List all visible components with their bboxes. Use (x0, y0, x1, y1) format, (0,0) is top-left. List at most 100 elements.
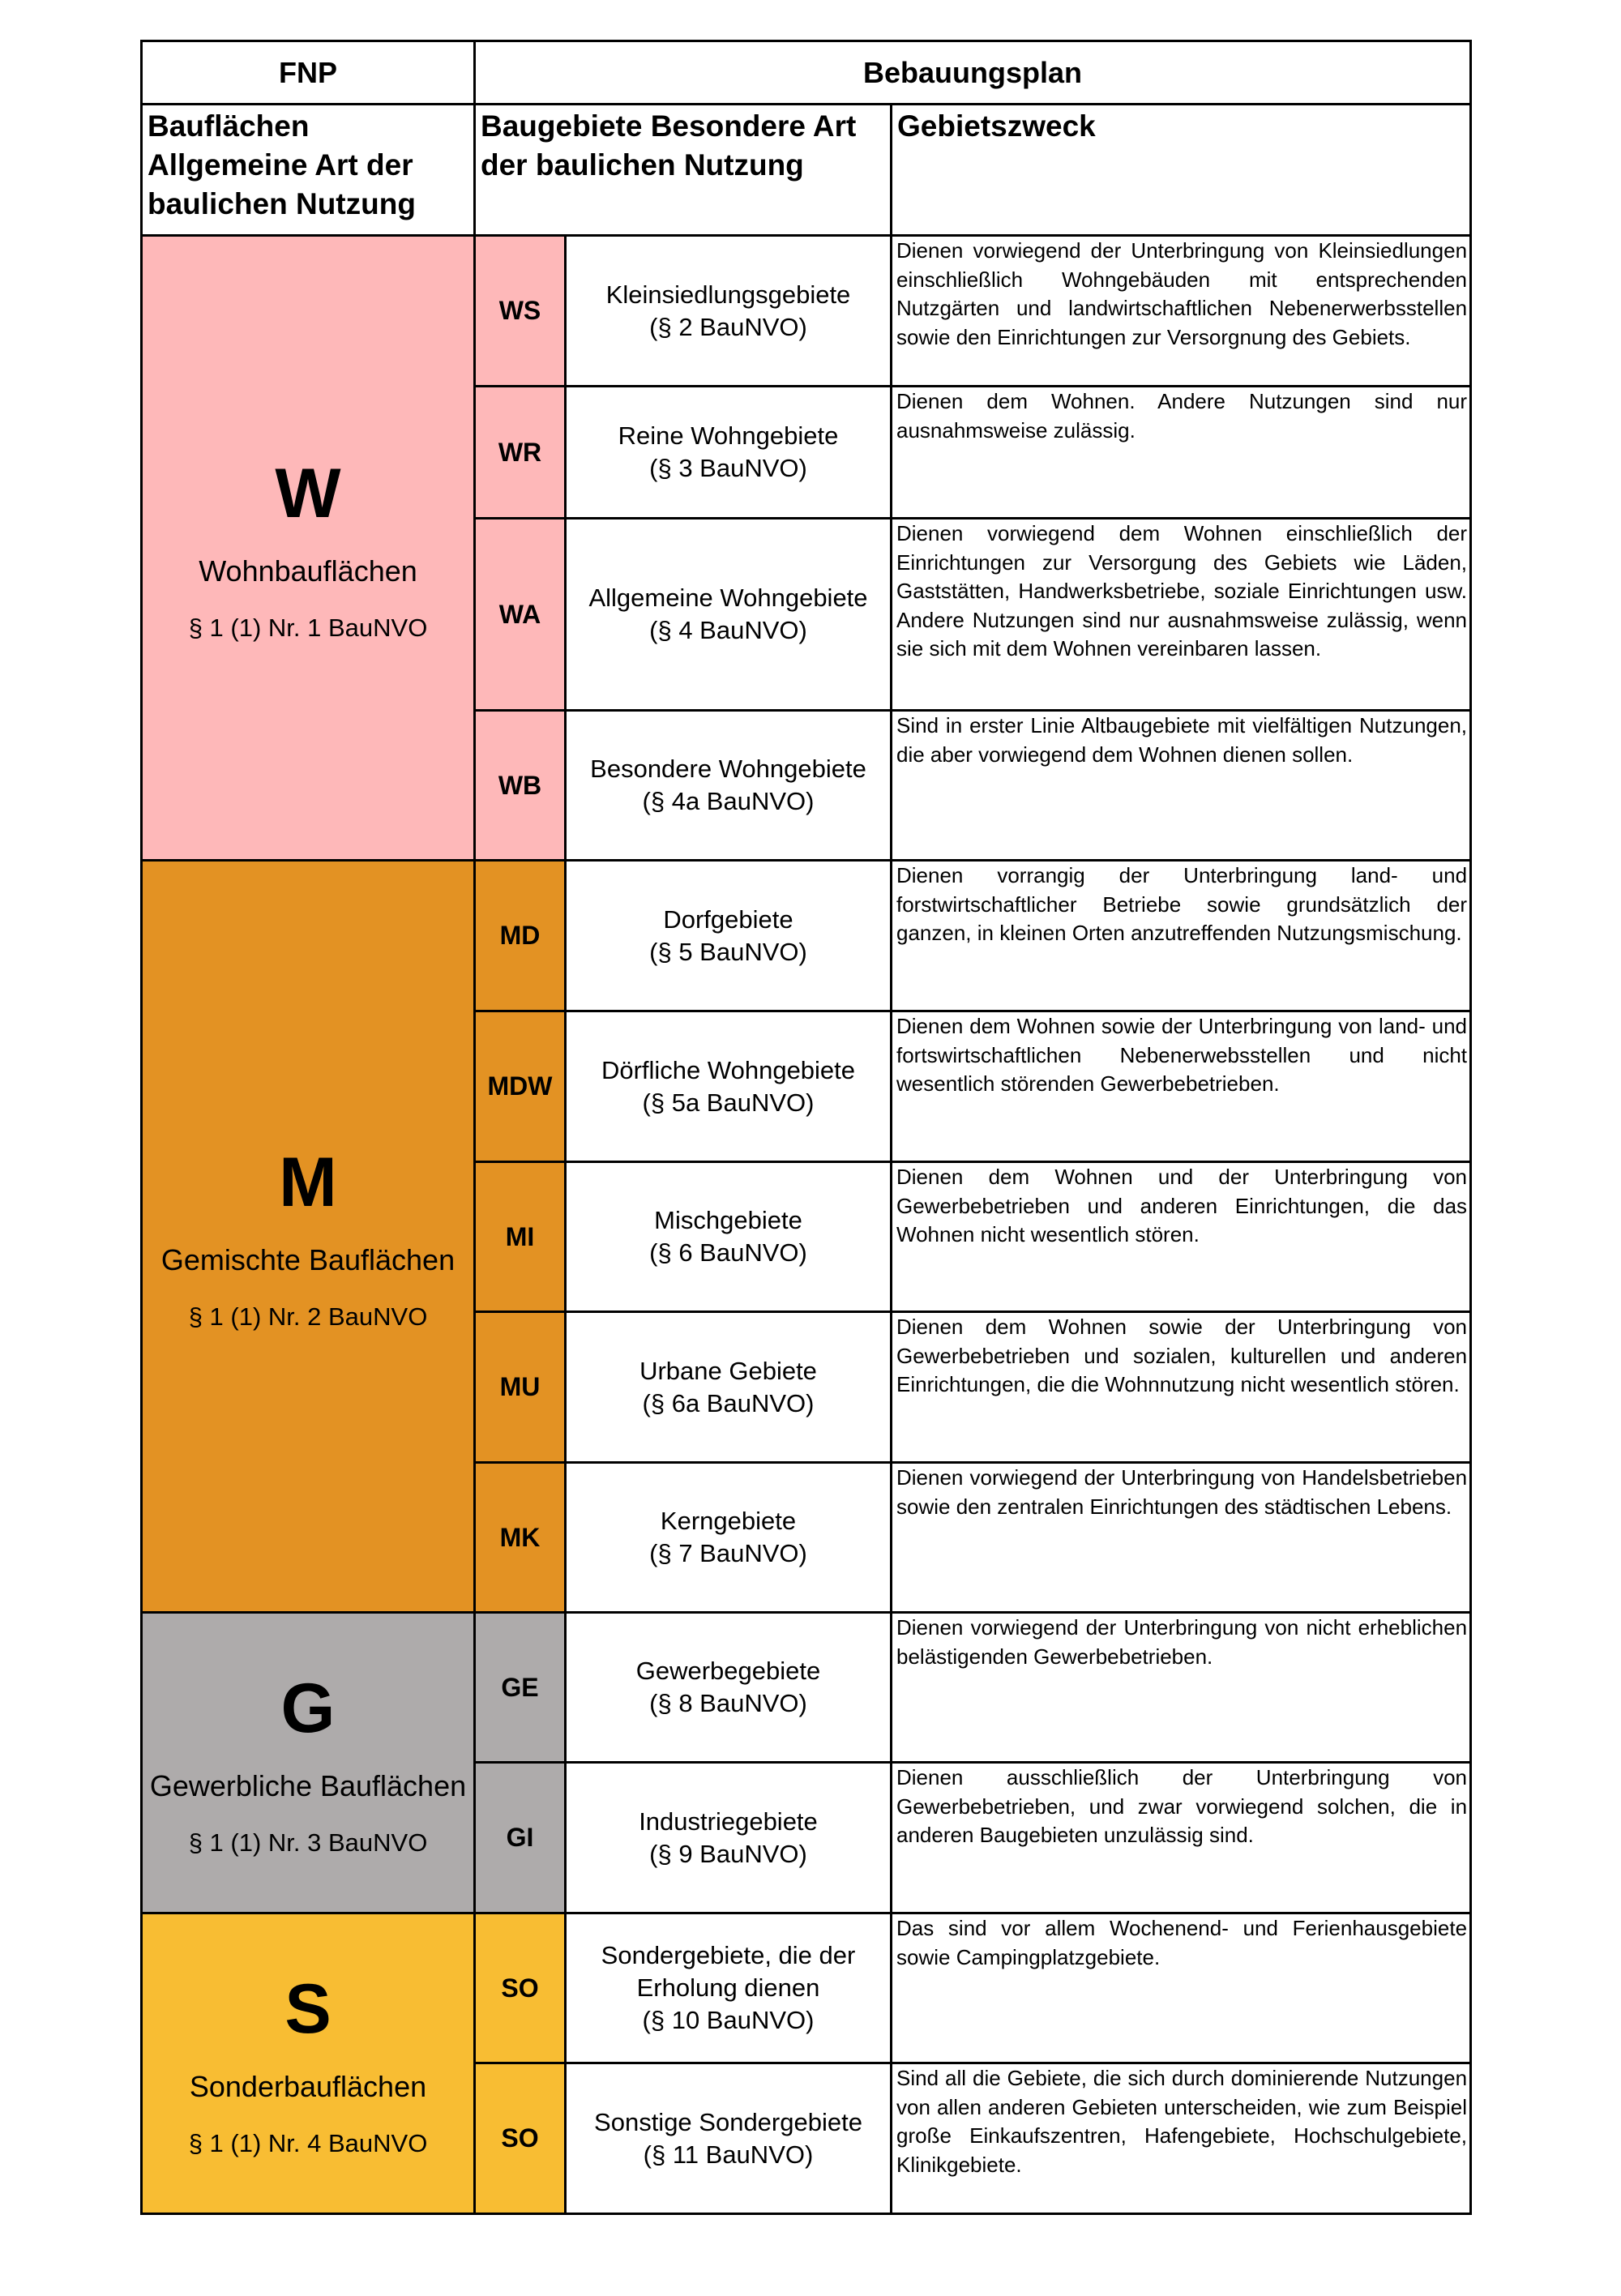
header-fnp: FNP (140, 40, 476, 105)
baugebiet-code: WB (473, 709, 567, 862)
gebietszweck-text: Dienen vorwiegend der Unterbringung von … (889, 1461, 1473, 1614)
gebietszweck-text: Dienen vorrangig der Unterbringung land-… (889, 859, 1473, 1012)
bauflaeche-name: Wohnbauflächen (199, 554, 417, 588)
subheader-baugebiete: Baugebiete Besondere Art der baulichen N… (473, 103, 892, 237)
subheader-bauflaechen: Bauflächen Allgemeine Art der baulichen … (140, 103, 476, 237)
gebietszweck-text: Dienen vorwiegend dem Wohnen einschließl… (889, 517, 1473, 712)
header-bebauungsplan: Bebauungsplan (473, 40, 1473, 105)
baugebiet-ref: (§ 7 BauNVO) (649, 1539, 807, 1567)
baugebiet-name-cell: Sondergebiete, die der Erholung dienen (§… (564, 1912, 892, 2064)
bauflaeche-cell-m: M Gemischte Bauflächen § 1 (1) Nr. 2 BauNV… (140, 859, 476, 1614)
table-row: SO Sonstige Sondergebiete (§ 11 BauNVO) Sin… (142, 2062, 1473, 2215)
baugebiet-name-cell: Reine Wohngebiete (§ 3 BauNVO) (564, 385, 892, 519)
baunutzung-table: FNP Bebauungsplan Bauflächen Allgemeine … (140, 40, 1473, 2215)
baugebiet-name: Urbane Gebiete (639, 1356, 817, 1385)
gebietszweck-text: Sind in erster Linie Altbaugebiete mit v… (889, 709, 1473, 862)
baugebiet-name-cell: Allgemeine Wohngebiete (§ 4 BauNVO) (564, 517, 892, 712)
baugebiet-name: Mischgebiete (654, 1206, 802, 1234)
baugebiet-name-cell: Mischgebiete (§ 6 BauNVO) (564, 1161, 892, 1313)
baugebiet-ref: (§ 4 BauNVO) (649, 616, 807, 644)
table-row: MK Kerngebiete (§ 7 BauNVO) Dienen vorwiege… (142, 1461, 1473, 1614)
table-row: MI Mischgebiete (§ 6 BauNVO) Dienen dem Woh… (142, 1161, 1473, 1313)
subheader-row: Bauflächen Allgemeine Art der baulichen … (140, 103, 1473, 237)
gebietszweck-text: Das sind vor allem Wochenend- und Ferien… (889, 1912, 1473, 2064)
baugebiet-code: GE (473, 1611, 567, 1764)
bauflaeche-name: Gemischte Bauflächen (160, 1242, 456, 1276)
bauflaeche-ref: § 1 (1) Nr. 3 BauNVO (188, 1828, 428, 1857)
table-row: M Gemischte Bauflächen § 1 (1) Nr. 2 BauNV… (140, 859, 1473, 1614)
baugebiet-name-cell: Kerngebiete (§ 7 BauNVO) (564, 1461, 892, 1614)
table-row: G Gewerbliche Bauflächen § 1 (1) Nr. 3 Bau… (140, 1611, 1473, 1914)
bauflaeche-letter: W (275, 455, 341, 532)
bauflaeche-letter: S (284, 1970, 331, 2048)
baugebiet-name: Kleinsiedlungsgebiete (605, 280, 851, 309)
baugebiet-code: GI (473, 1761, 567, 1914)
gebietszweck-text: Dienen dem Wohnen. Andere Nutzungen sind… (889, 385, 1473, 519)
gebietszweck-text: Sind all die Gebiete, die sich durch dom… (889, 2062, 1473, 2215)
baugebiet-name-cell: Kleinsiedlungsgebiete (§ 2 BauNVO) (564, 234, 892, 387)
table-row: WA Allgemeine Wohngebiete (§ 4 BauNVO) Dien… (142, 517, 1473, 712)
bauflaeche-ref: § 1 (1) Nr. 1 BauNVO (188, 614, 428, 642)
gebietszweck-text: Dienen vorwiegend der Unterbringung von … (889, 234, 1473, 387)
baugebiet-code: SO (473, 1912, 567, 2064)
bauflaeche-letter: M (279, 1143, 337, 1221)
table-row: W Wohnbauflächen § 1 (1) Nr. 1 BauNVO WS Kle… (140, 234, 1473, 862)
baugebiet-name-cell: Besondere Wohngebiete (§ 4a BauNVO) (564, 709, 892, 862)
baugebiet-code: WR (473, 385, 567, 519)
gebietszweck-text: Dienen dem Wohnen sowie der Unterbringun… (889, 1310, 1473, 1464)
gebietszweck-text: Dienen ausschließlich der Unterbringung … (889, 1761, 1473, 1914)
baugebiet-name-cell: Industriegebiete (§ 9 BauNVO) (564, 1761, 892, 1914)
baugebiet-name: Gewerbegebiete (635, 1657, 821, 1685)
table-row: GI Industriegebiete (§ 9 BauNVO) Dienen aus… (142, 1761, 1473, 1914)
baugebiet-ref: (§ 11 BauNVO) (643, 2140, 814, 2169)
baugebiet-ref: (§ 6a BauNVO) (642, 1388, 815, 1417)
baugebiet-name: Industriegebiete (639, 1806, 818, 1836)
gebietszweck-text: Dienen vorwiegend der Unterbringung von … (889, 1611, 1473, 1764)
bauflaeche-letter: G (280, 1670, 336, 1747)
baugebiet-name: Dörfliche Wohngebiete (601, 1055, 856, 1084)
bauflaeche-cell-s: S Sonderbauflächen § 1 (1) Nr. 4 BauNVO (140, 1912, 476, 2215)
baugebiet-name-cell: Dörfliche Wohngebiete (§ 5a BauNVO) (564, 1010, 892, 1163)
bauflaeche-name: Gewerbliche Bauflächen (149, 1769, 467, 1802)
baugebiet-code: MI (473, 1161, 567, 1313)
bauflaeche-name: Sonderbauflächen (189, 2070, 427, 2103)
baugebiet-name-cell: Gewerbegebiete (§ 8 BauNVO) (564, 1611, 892, 1764)
baugebiet-ref: (§ 2 BauNVO) (649, 312, 807, 341)
baugebiet-ref: (§ 10 BauNVO) (642, 2006, 815, 2034)
gebietszweck-text: Dienen dem Wohnen und der Unterbringung … (889, 1161, 1473, 1313)
baugebiet-name-cell: Urbane Gebiete (§ 6a BauNVO) (564, 1310, 892, 1464)
subheader-gebietszweck: Gebietszweck (889, 103, 1473, 237)
baugebiet-name-cell: Dorfgebiete (§ 5 BauNVO) (564, 859, 892, 1012)
baugebiet-ref: (§ 6 BauNVO) (649, 1238, 807, 1267)
baugebiet-ref: (§ 3 BauNVO) (649, 454, 807, 482)
gebietszweck-text: Dienen dem Wohnen sowie der Unterbringun… (889, 1010, 1473, 1163)
baugebiet-ref: (§ 5a BauNVO) (642, 1088, 815, 1117)
table-row: S Sonderbauflächen § 1 (1) Nr. 4 BauNVO SO S… (140, 1912, 1473, 2215)
bauflaeche-ref: § 1 (1) Nr. 4 BauNVO (188, 2129, 428, 2157)
baugebiet-name: Allgemeine Wohngebiete (588, 584, 868, 612)
baugebiet-code: MK (473, 1461, 567, 1614)
table-row: MDW Dörfliche Wohngebiete (§ 5a BauNVO) Die… (142, 1010, 1473, 1163)
baugebiet-code: MU (473, 1310, 567, 1464)
baugebiet-code: WS (473, 234, 567, 387)
bauflaeche-cell-w: W Wohnbauflächen § 1 (1) Nr. 1 BauNVO (140, 234, 476, 862)
baugebiet-name: Sondergebiete, die der Erholung dienen (601, 1941, 856, 2002)
baugebiet-code: MD (473, 859, 567, 1012)
table-row: MU Urbane Gebiete (§ 6a BauNVO) Dienen dem … (142, 1310, 1473, 1464)
baugebiet-ref: (§ 9 BauNVO) (649, 1839, 807, 1868)
header-row: FNP Bebauungsplan (140, 40, 1473, 105)
baugebiet-ref: (§ 5 BauNVO) (649, 937, 807, 966)
baugebiet-name: Reine Wohngebiete (618, 421, 839, 450)
baugebiet-code: SO (473, 2062, 567, 2215)
baugebiet-name: Besondere Wohngebiete (590, 755, 866, 783)
table-row: WR Reine Wohngebiete (§ 3 BauNVO) Dienen de… (142, 385, 1473, 519)
baugebiet-code: WA (473, 517, 567, 712)
baugebiet-name: Sonstige Sondergebiete (594, 2107, 862, 2136)
baugebiet-ref: (§ 4a BauNVO) (642, 787, 815, 815)
baugebiet-code: MDW (473, 1010, 567, 1163)
baugebiet-ref: (§ 8 BauNVO) (649, 1689, 807, 1717)
table-row: WB Besondere Wohngebiete (§ 4a BauNVO) Sind… (142, 709, 1473, 862)
bauflaeche-cell-g: G Gewerbliche Bauflächen § 1 (1) Nr. 3 Bau… (140, 1611, 476, 1914)
baugebiet-name-cell: Sonstige Sondergebiete (§ 11 BauNVO) (564, 2062, 892, 2215)
bauflaeche-ref: § 1 (1) Nr. 2 BauNVO (188, 1302, 428, 1331)
